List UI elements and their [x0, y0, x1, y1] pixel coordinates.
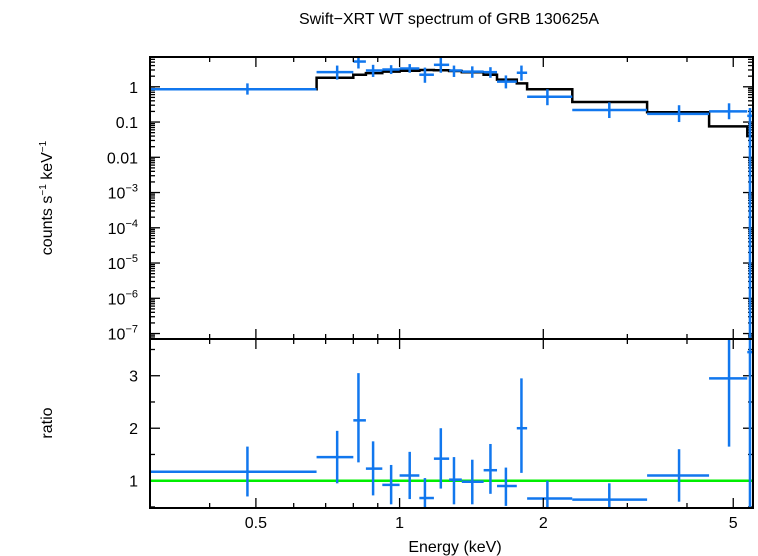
- spectrum-point: [483, 67, 498, 78]
- spectrum-frame: [149, 56, 754, 340]
- spectrum-point: [572, 102, 648, 119]
- spectrum-point: [353, 57, 366, 69]
- y-tick-label: 10−5: [108, 253, 138, 273]
- model-line: [150, 68, 753, 138]
- y-tick-label: 10−6: [108, 288, 138, 308]
- ratio-point: [419, 478, 434, 508]
- ratio-point: [399, 451, 420, 500]
- x-tick-label: 0.5: [245, 515, 267, 532]
- ratio-point: [527, 480, 573, 508]
- spectrum-point: [316, 65, 354, 80]
- ratio-panel: 1 2 3 ratio: [39, 338, 754, 509]
- x-axis-label: Energy (keV): [408, 539, 501, 556]
- spectrum-point: [419, 67, 434, 83]
- spectrum-point: [433, 57, 450, 73]
- spectrum-point: [516, 65, 528, 81]
- spectrum-panel: 1 0.1 0.01 10−3 10−4 10−5 10−6 10−7 counts s−1 …: [38, 56, 754, 344]
- chart-title: Swift−XRT WT spectrum of GRB 130625A: [299, 11, 599, 28]
- x-tick-label: 5: [729, 515, 738, 532]
- ratio-point: [497, 467, 517, 506]
- ratio-point: [449, 457, 462, 505]
- y-tick-label: 10−3: [108, 183, 138, 203]
- ratio-point: [572, 483, 648, 508]
- ratio-point: [461, 459, 484, 505]
- spectrum-point: [150, 83, 317, 95]
- spectrum-point: [399, 64, 420, 73]
- y-tick-label: 10−7: [108, 324, 138, 344]
- spectrum-point: [497, 75, 517, 89]
- spectrum-data: [150, 57, 753, 339]
- x-tick-label: 2: [539, 515, 548, 532]
- ratio-point: [483, 443, 498, 494]
- ratio-point: [365, 441, 383, 496]
- ratio-data: [150, 339, 753, 508]
- x-axis-ticks: 0.5 1 2 5: [149, 57, 738, 532]
- y-tick-label: 0.01: [107, 150, 138, 167]
- spectrum-point: [365, 64, 383, 77]
- y-tick-label: 3: [129, 369, 138, 386]
- ratio-point: [709, 339, 748, 447]
- ratio-point: [647, 449, 710, 502]
- spectrum-point: [449, 65, 462, 77]
- spectrum-point: [461, 66, 484, 78]
- ratio-point: [382, 464, 400, 505]
- spectrum-point: [382, 65, 400, 75]
- ratio-point: [433, 428, 450, 489]
- y-tick-label: 1: [129, 474, 138, 491]
- y-tick-label: 10−4: [108, 218, 138, 238]
- ratio-frame: [149, 338, 754, 509]
- ratio-point: [353, 373, 366, 463]
- y-tick-label: 0.1: [116, 115, 138, 132]
- spectrum-y-label: counts s−1 keV−1: [38, 140, 56, 255]
- ratio-point: [516, 378, 528, 473]
- ratio-y-label: ratio: [39, 407, 56, 438]
- ratio-point: [316, 430, 354, 484]
- y-tick-label: 2: [129, 421, 138, 438]
- model-steps: [150, 68, 753, 138]
- spectrum-point: [647, 105, 710, 123]
- ratio-point: [150, 446, 317, 497]
- spectrum-point: [527, 89, 573, 106]
- spectrum-point: [709, 103, 748, 120]
- spectrum-y-ticks: 1 0.1 0.01 10−3 10−4 10−5 10−6 10−7: [107, 56, 753, 344]
- x-tick-label: 1: [395, 515, 404, 532]
- y-tick-label: 1: [129, 80, 138, 97]
